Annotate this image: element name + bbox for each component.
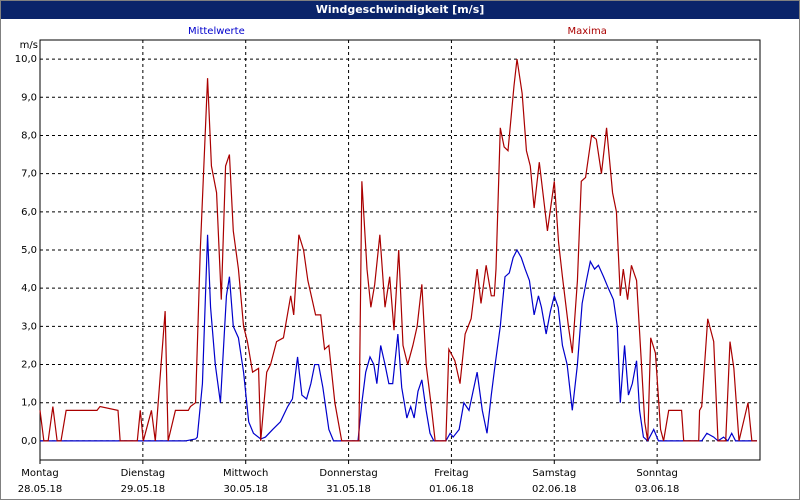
x-tick-date: 31.05.18 xyxy=(326,484,371,495)
x-tick-label: Samstag xyxy=(532,468,576,479)
y-tick-label: 5,0 xyxy=(21,245,37,256)
y-tick-label: 9,0 xyxy=(21,92,37,103)
legend-label: Mittelwerte xyxy=(188,26,245,37)
x-tick-label: Freitag xyxy=(434,468,468,479)
x-tick-date: 30.05.18 xyxy=(223,484,268,495)
y-tick-label: 0,0 xyxy=(21,436,37,447)
y-tick-label: 1,0 xyxy=(21,398,37,409)
x-tick-label: Montag xyxy=(21,468,58,479)
x-tick-date: 02.06.18 xyxy=(532,484,577,495)
legend-label: Maxima xyxy=(568,26,607,37)
x-tick-date: 03.06.18 xyxy=(635,484,680,495)
data-line xyxy=(39,59,757,442)
y-unit: m/s xyxy=(20,40,38,51)
y-tick-label: 3,0 xyxy=(21,321,37,332)
x-tick-label: Sonntag xyxy=(636,468,678,479)
x-tick-date: 01.06.18 xyxy=(429,484,474,495)
plot-frame xyxy=(39,39,761,461)
y-tick-label: 6,0 xyxy=(21,207,37,218)
x-tick-label: Donnerstag xyxy=(319,468,377,479)
y-tick-label: 10,0 xyxy=(15,54,37,65)
x-tick-date: 28.05.18 xyxy=(18,484,63,495)
x-tick-label: Dienstag xyxy=(121,468,166,479)
title-bar xyxy=(1,1,799,19)
x-tick-date: 29.05.18 xyxy=(121,484,166,495)
y-tick-label: 2,0 xyxy=(21,360,37,371)
x-tick-label: Mittwoch xyxy=(223,468,268,479)
y-tick-label: 8,0 xyxy=(21,130,37,141)
y-tick-label: 4,0 xyxy=(21,283,37,294)
y-tick-label: 7,0 xyxy=(21,169,37,180)
chart-title: Windgeschwindigkeit [m/s] xyxy=(316,3,485,16)
data-line xyxy=(40,234,757,442)
